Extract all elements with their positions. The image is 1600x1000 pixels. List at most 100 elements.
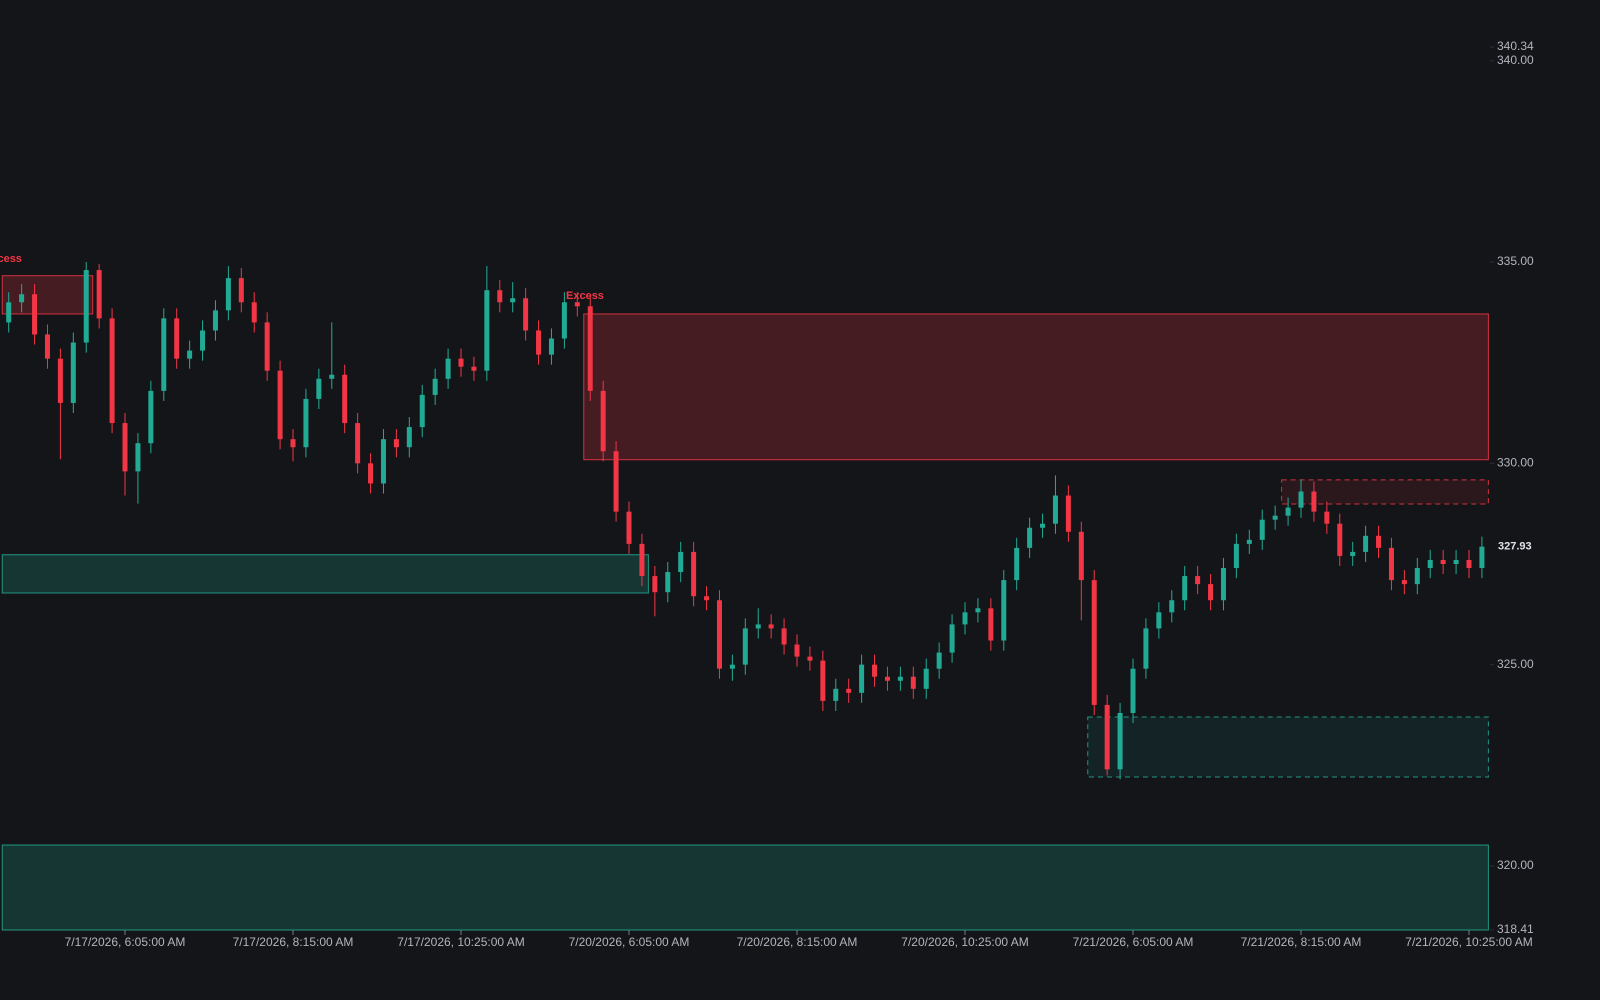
y-tick-label: 330.00 — [1497, 456, 1534, 470]
candle-body — [1298, 491, 1304, 508]
candle-body — [1311, 491, 1317, 512]
candle-body — [1324, 511, 1330, 524]
candle-body — [820, 660, 826, 701]
zone — [1087, 716, 1489, 778]
candle-body — [548, 338, 554, 355]
y-tick-label: 335.00 — [1497, 254, 1534, 268]
candle-body — [393, 439, 399, 448]
candle-body — [316, 378, 322, 399]
candle-body — [574, 302, 580, 307]
candle-body — [1479, 546, 1485, 569]
zones — [1, 275, 1489, 931]
candle-body — [1466, 559, 1472, 569]
candle-body — [1065, 495, 1071, 532]
candle-body — [1156, 612, 1162, 629]
candle-body — [355, 423, 361, 464]
candle-body — [1195, 576, 1201, 585]
candle-body — [329, 374, 335, 379]
candle-body — [1259, 519, 1265, 540]
candle-body — [1440, 559, 1446, 564]
x-tick-label: 7/20/2026, 10:25:00 AM — [901, 935, 1028, 949]
candle-body — [1427, 559, 1433, 569]
candle-body — [1130, 668, 1136, 713]
candle-body — [1401, 580, 1407, 585]
candle-body — [1285, 507, 1291, 516]
candle-body — [238, 278, 244, 303]
candle-body — [626, 511, 632, 544]
candle-body — [1052, 495, 1058, 524]
candle-body — [1169, 600, 1175, 613]
candle-body — [781, 628, 787, 645]
candle-body — [135, 443, 141, 472]
candle-body — [19, 294, 25, 303]
axes: 318.41 320.00 325.00 330.00 335.00 340.00340.… — [65, 39, 1534, 949]
candle-body — [1414, 568, 1420, 585]
candle-body — [716, 600, 722, 669]
candle-body — [109, 318, 115, 424]
candle-body — [290, 439, 296, 448]
candle-body — [96, 270, 102, 319]
candle-body — [471, 366, 477, 371]
candle-body — [6, 302, 12, 323]
candle-body — [1078, 531, 1084, 581]
candle-body — [936, 652, 942, 669]
candle-body — [613, 451, 619, 512]
candle-body — [1220, 568, 1226, 601]
candle-body — [949, 624, 955, 653]
candle-body — [846, 688, 852, 693]
zone — [1, 844, 1489, 931]
candle-body — [200, 330, 206, 351]
candle-body — [44, 334, 50, 359]
candle-body — [833, 688, 839, 701]
candle-body — [678, 551, 684, 573]
x-tick-label: 7/17/2026, 6:05:00 AM — [65, 935, 186, 949]
candle-body — [1182, 576, 1188, 601]
candle-body — [148, 390, 154, 444]
candle-body — [523, 298, 529, 331]
candle-body — [587, 306, 593, 391]
annotation: Excess — [0, 253, 22, 265]
candle-body — [497, 290, 503, 303]
candle-body — [1272, 515, 1278, 520]
candle-body — [691, 551, 697, 597]
candle-body — [432, 378, 438, 395]
candle-body — [225, 278, 231, 311]
candle-body — [406, 427, 412, 448]
zone — [1, 275, 94, 315]
zone — [1, 554, 649, 594]
candles — [6, 262, 1485, 780]
candle-body — [419, 394, 425, 428]
x-tick-label: 7/20/2026, 8:15:00 AM — [737, 935, 858, 949]
candle-body — [368, 463, 374, 484]
candle-body — [859, 664, 865, 693]
candle-body — [884, 676, 890, 681]
candle-body — [70, 342, 76, 403]
candle-body — [122, 423, 128, 472]
candle-body — [57, 358, 63, 403]
candle-body — [652, 576, 658, 593]
candle-body — [1208, 584, 1214, 601]
candle-body — [910, 676, 916, 689]
y-tick-label: 325.00 — [1497, 657, 1534, 671]
candle-body — [729, 664, 735, 669]
candle-body — [975, 608, 981, 613]
candle-body — [277, 370, 283, 440]
candle-body — [704, 596, 710, 601]
x-tick-label: 7/17/2026, 8:15:00 AM — [233, 935, 354, 949]
candle-body — [445, 358, 451, 379]
candle-body — [187, 350, 193, 359]
candle-body — [1091, 580, 1097, 705]
candle-body — [1233, 543, 1239, 569]
candle-body — [639, 543, 645, 577]
candle-body — [1363, 535, 1369, 552]
zone — [583, 313, 1489, 461]
annotation: Excess — [566, 290, 604, 302]
x-tick-label: 7/21/2026, 10:25:00 AM — [1405, 935, 1532, 949]
candle-body — [1337, 523, 1343, 556]
x-tick-label: 7/21/2026, 6:05:00 AM — [1073, 935, 1194, 949]
candle-body — [484, 290, 490, 371]
candle-body — [923, 668, 929, 689]
x-tick-label: 7/17/2026, 10:25:00 AM — [397, 935, 524, 949]
